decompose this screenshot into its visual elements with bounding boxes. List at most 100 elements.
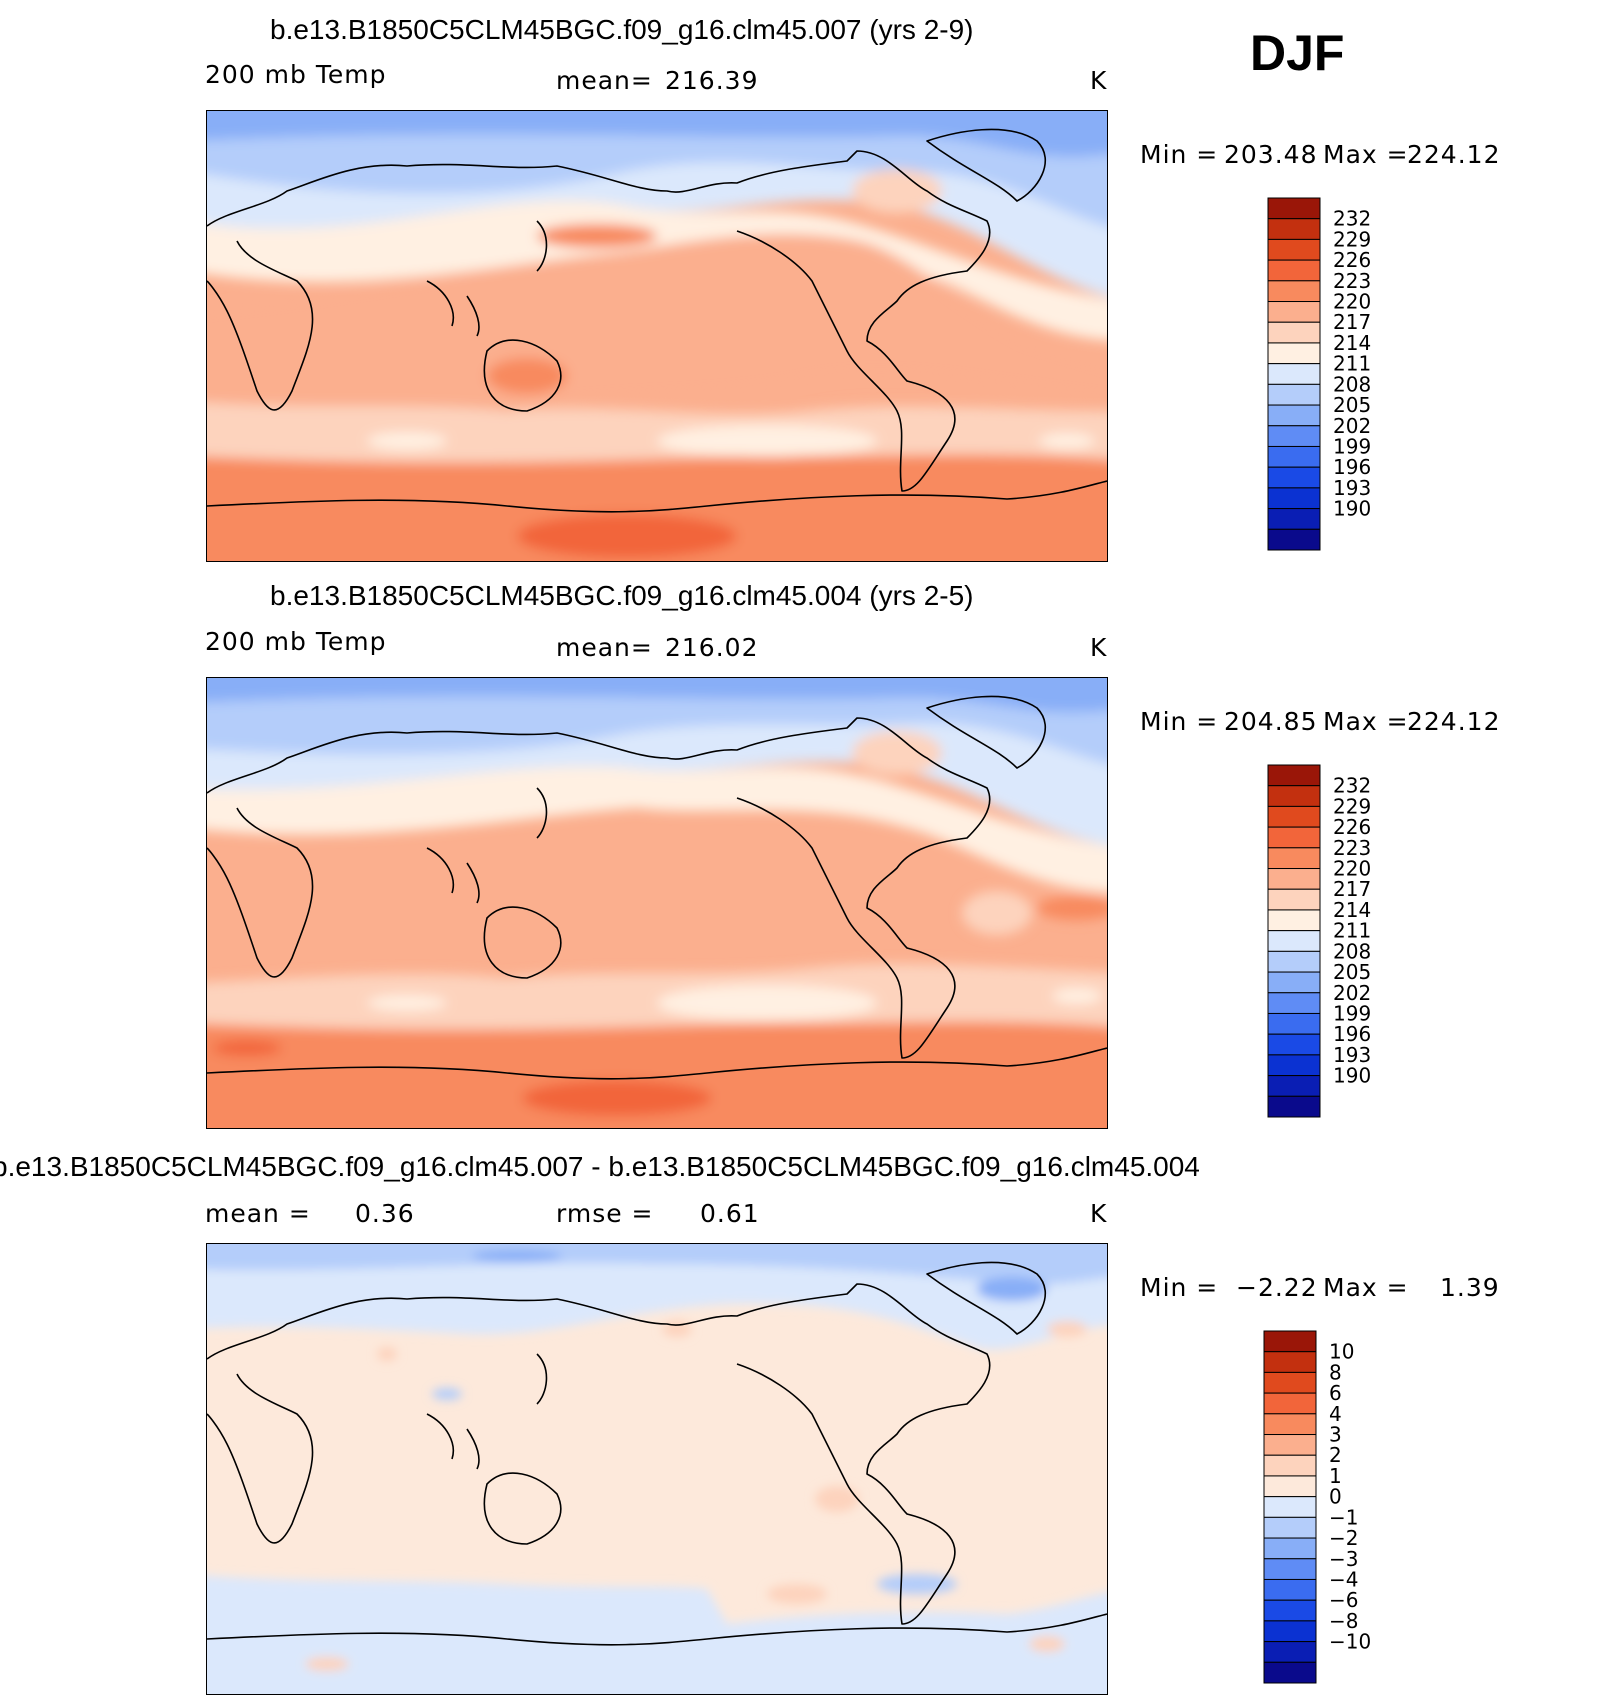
panel2-colorbar-box (1267, 826, 1321, 849)
panel1-colorbar-label: 205 (1333, 393, 1371, 417)
panel1-mean-value: 216.39 (665, 66, 759, 95)
panel3-colorbar-label: 0 (1329, 1485, 1342, 1509)
panel1-colorbar-label: 202 (1333, 414, 1371, 438)
panel2-map (206, 677, 1108, 1129)
panel1-colorbar-box (1267, 259, 1321, 282)
p3-patch-arctic-cold-2 (977, 1277, 1047, 1301)
p1-patch-canada-pale (852, 169, 942, 213)
panel1-colorbar-box (1267, 280, 1321, 303)
panel3-min-label: Min = (1140, 1273, 1219, 1302)
panel1-colorbar-box (1267, 466, 1321, 489)
panel3-colorbar-box (1263, 1392, 1317, 1415)
p2-patch-pale-sa (962, 891, 1032, 935)
panel1-max-value: 224.12 (1407, 140, 1501, 169)
p2-coastlines (207, 695, 1107, 1080)
panel2-colorbar-box (1267, 785, 1321, 807)
panel1-colorbar-box (1267, 197, 1321, 220)
panel2-colorbar-label: 226 (1333, 815, 1371, 839)
panel1-colorbar: 232 229 226 223 220 217 214 211 208 205 202 199 196 1… (1267, 196, 1377, 552)
panel2-max-label: Max = (1323, 707, 1409, 736)
panel2-colorbar-box (1267, 868, 1321, 890)
panel2-colorbar-label: 199 (1333, 1001, 1371, 1025)
panel1-colorbar-box (1267, 445, 1321, 468)
p1-patch-warm-aus (487, 358, 567, 394)
panel3-mean-label: mean = (205, 1199, 311, 1228)
panel3-colorbar-box (1263, 1537, 1317, 1560)
panel3-map (206, 1243, 1108, 1695)
panel2-colorbar-box (1267, 764, 1321, 787)
panel2-title: b.e13.B1850C5CLM45BGC.f09_g16.clm45.004 … (270, 580, 974, 611)
p3-patch-pos-5 (1047, 1321, 1087, 1337)
panel1-colorbar-box (1267, 238, 1321, 261)
p1-band-arctic-mid (207, 111, 1107, 227)
panel2-colorbar: 232 229 226 223 220 217 214 211 208 205 202 199 196 1… (1267, 763, 1377, 1119)
panel1-colorbar-box (1267, 342, 1321, 365)
panel1-max-label: Max = (1323, 140, 1409, 169)
panel2-colorbar-box (1267, 805, 1321, 828)
panel1-colorbar-box (1267, 383, 1321, 406)
panel2-colorbar-box (1267, 992, 1321, 1014)
panel3-colorbar-box (1263, 1351, 1317, 1373)
panel3-mean-value: 0.36 (355, 1199, 415, 1228)
panel1-colorbar-label: 229 (1333, 227, 1371, 251)
p2-patch-warm-sh (212, 1040, 282, 1056)
panel2-units: K (1090, 633, 1108, 662)
panel2-colorbar-label: 205 (1333, 960, 1371, 984)
panel1-colorbar-label: 193 (1333, 476, 1371, 500)
panel3-colorbar-label: 1 (1329, 1464, 1342, 1488)
panel1-colorbar-label: 232 (1333, 207, 1371, 231)
panel3-colorbar-label: 6 (1329, 1381, 1342, 1405)
panel2-colorbar-box (1267, 1033, 1321, 1056)
panel2-min-value: 204.85 (1224, 707, 1318, 736)
p3-coastlines (207, 1261, 1107, 1646)
panel3-colorbar-box (1263, 1516, 1317, 1539)
panel3-colorbar-label: −4 (1329, 1567, 1358, 1591)
panel2-colorbar-box (1267, 909, 1321, 932)
panel3-colorbar-box (1263, 1599, 1317, 1622)
panel1-min-value: 203.48 (1224, 140, 1318, 169)
panel2-colorbar-label: 232 (1333, 774, 1371, 798)
panel2-colorbar-label: 202 (1333, 981, 1371, 1005)
panel2-min-label: Min = (1140, 707, 1219, 736)
p2-patch-antarctic-hot (522, 1080, 712, 1116)
panel2-colorbar-label: 193 (1333, 1043, 1371, 1067)
panel3-colorbar-box (1263, 1475, 1317, 1498)
panel1-colorbar-box (1267, 321, 1321, 344)
panel2-colorbar-box (1267, 1054, 1321, 1077)
p1-coastlines (207, 128, 1107, 513)
p1-patch-pale-3 (1039, 433, 1095, 449)
panel1-colorbar-box (1267, 363, 1321, 385)
panel1-colorbar-box (1267, 404, 1321, 427)
panel1-colorbar-label: 199 (1333, 434, 1371, 458)
panel2-variable: 200 mb Temp (205, 627, 387, 656)
panel1-colorbar-label: 208 (1333, 372, 1371, 396)
panel3-colorbar-box (1263, 1434, 1317, 1456)
p1-patch-antarctic-hot (517, 514, 737, 558)
p3-patch-pos-7 (305, 1657, 349, 1671)
panel2-colorbar-box (1267, 888, 1321, 911)
p2-band-midlat-pale (207, 766, 1107, 893)
panel3-colorbar-label: 10 (1329, 1340, 1354, 1364)
panel1-title: b.e13.B1850C5CLM45BGC.f09_g16.clm45.007 … (270, 14, 974, 45)
panel2-colorbar-box (1267, 971, 1321, 994)
panel3-colorbar-box (1263, 1620, 1317, 1643)
season-label: DJF (1250, 25, 1345, 81)
panel3-max-label: Max = (1323, 1273, 1409, 1302)
panel3-colorbar-box (1263, 1454, 1317, 1477)
panel2-colorbar-label: 190 (1333, 1064, 1371, 1088)
panel2-colorbar-label: 217 (1333, 877, 1371, 901)
panel1-colorbar-box (1267, 218, 1321, 240)
panel1-colorbar-label: 220 (1333, 290, 1371, 314)
panel1-colorbar-label: 214 (1333, 331, 1371, 355)
p1-band-arctic-cold (207, 111, 1107, 157)
panel3-colorbar-label: −6 (1329, 1588, 1358, 1612)
panel3-max-value: 1.39 (1440, 1273, 1500, 1302)
panel3-colorbar-label: −2 (1329, 1526, 1358, 1550)
p3-patch-neg-1 (432, 1388, 462, 1400)
p3-patch-pos-6 (1029, 1636, 1065, 1652)
p2-patch-pale-1 (367, 995, 447, 1011)
panel1-colorbar-label: 211 (1333, 352, 1371, 376)
panel1-colorbar-label: 196 (1333, 455, 1371, 479)
p3-band-arctic-mid (207, 1244, 1107, 1285)
panel2-colorbar-box (1267, 1075, 1321, 1097)
